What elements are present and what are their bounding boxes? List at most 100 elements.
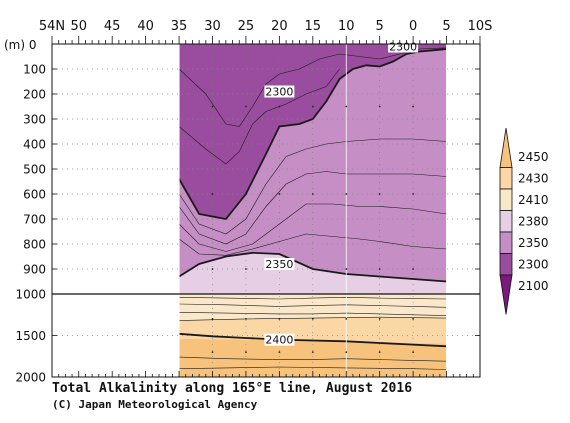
colorbar-label-2: 2410 bbox=[518, 193, 549, 207]
y-unit-label: (m) 0 bbox=[4, 38, 37, 52]
contour-label-3: 2400 bbox=[265, 334, 293, 347]
station-dot bbox=[311, 105, 314, 108]
x-tick-label-0: 54N bbox=[39, 19, 65, 34]
station-dot bbox=[211, 105, 214, 108]
y-tick-label-11: 1500 bbox=[15, 329, 46, 343]
x-tick-label-8: 15 bbox=[305, 19, 322, 34]
colorbar-swatch-1 bbox=[499, 167, 513, 190]
station-dot bbox=[311, 351, 314, 353]
station-dot bbox=[245, 268, 247, 270]
x-tick-label-12: 5 bbox=[442, 19, 450, 34]
y-tick-label-10: 1000 bbox=[15, 288, 46, 302]
station-dot bbox=[311, 318, 314, 320]
contour-thin-1 bbox=[178, 47, 447, 127]
colorbar: 2450 2430 2410 2380 2350 2300 2100 bbox=[499, 127, 549, 315]
contour-2400 bbox=[179, 332, 447, 348]
x-tick-label-7: 20 bbox=[271, 19, 288, 34]
y-tick-label-4: 400 bbox=[23, 138, 46, 152]
y-tick-label-7: 700 bbox=[23, 213, 46, 227]
station-dot bbox=[278, 318, 281, 320]
section-2380-interval bbox=[179, 252, 447, 294]
colorbar-bottom-arrow bbox=[499, 274, 513, 315]
station-dot bbox=[378, 193, 381, 195]
y-tick-label-2: 200 bbox=[23, 88, 46, 102]
station-dot bbox=[378, 268, 381, 270]
colorbar-label-4: 2350 bbox=[518, 236, 549, 250]
station-dot bbox=[278, 105, 281, 108]
station-dot bbox=[345, 193, 348, 195]
station-dot bbox=[311, 268, 314, 270]
section-2300-core bbox=[179, 44, 447, 219]
contour-thin-6 bbox=[178, 233, 447, 256]
chart-title: Total Alkalinity along 165°E line, Augus… bbox=[52, 381, 413, 396]
contour-2300 bbox=[178, 48, 447, 220]
station-dot bbox=[245, 193, 247, 195]
station-dot bbox=[345, 105, 348, 108]
x-tick-label-6: 25 bbox=[238, 19, 255, 34]
station-dot bbox=[345, 318, 348, 320]
chart-credit: (C) Japan Meteorological Agency bbox=[52, 398, 258, 411]
colorbar-label-0: 2450 bbox=[518, 150, 549, 164]
contour-thin-2 bbox=[178, 68, 340, 165]
colorbar-label-3: 2380 bbox=[518, 214, 549, 228]
contour-label-1: 2300 bbox=[265, 86, 293, 99]
colorbar-swatch-3 bbox=[499, 210, 513, 233]
x-tick-label-13: 10S bbox=[468, 19, 493, 34]
station-dot bbox=[412, 268, 415, 270]
station-dot bbox=[412, 318, 415, 320]
y-tick-label-12: 2000 bbox=[15, 371, 46, 385]
station-dot bbox=[211, 193, 214, 195]
colorbar-swatch-2 bbox=[499, 188, 513, 211]
station-dot bbox=[245, 351, 247, 353]
contour-thin-12 bbox=[179, 366, 447, 370]
colorbar-label-1: 2430 bbox=[518, 171, 549, 185]
contour-thin-9 bbox=[179, 312, 447, 316]
station-dot bbox=[345, 351, 348, 353]
station-dot bbox=[311, 193, 314, 195]
colorbar-swatch-5 bbox=[499, 253, 513, 276]
x-tick-label-5: 30 bbox=[204, 19, 221, 34]
x-tick-label-4: 35 bbox=[171, 19, 188, 34]
contour-lines bbox=[178, 44, 448, 377]
contour-label-bg bbox=[264, 333, 295, 346]
contour-thin-11 bbox=[179, 356, 447, 362]
contour-thin-3 bbox=[178, 138, 447, 235]
contour-2350 bbox=[178, 251, 447, 283]
station-dot bbox=[412, 105, 415, 108]
contour-thin-8 bbox=[179, 303, 447, 308]
station-dot bbox=[412, 193, 415, 195]
colorbar-swatch-4 bbox=[499, 231, 513, 254]
contour-thin-5 bbox=[178, 203, 447, 252]
axes: 54N 50 45 40 35 30 25 20 15 10 5 0 5 10S1002003004005… bbox=[4, 19, 492, 385]
y-tick-label-5: 500 bbox=[23, 163, 46, 177]
station-dot bbox=[378, 351, 381, 353]
x-tick-label-3: 40 bbox=[137, 19, 154, 34]
y-tick-label-8: 800 bbox=[23, 238, 46, 252]
station-dot bbox=[211, 351, 214, 353]
contour-thin-7 bbox=[179, 296, 447, 300]
station-dot bbox=[278, 193, 281, 195]
contour-label-2: 2350 bbox=[265, 258, 293, 271]
y-tick-label-3: 300 bbox=[23, 113, 46, 127]
colorbar-top-arrow bbox=[499, 127, 513, 168]
station-dot bbox=[412, 351, 415, 353]
station-dot bbox=[211, 268, 214, 270]
station-dot bbox=[278, 351, 281, 353]
x-tick-label-10: 5 bbox=[376, 19, 384, 34]
contour-label-bg bbox=[264, 258, 295, 270]
station-dot bbox=[211, 318, 214, 320]
x-tick-label-11: 0 bbox=[409, 19, 417, 34]
colorbar-label-6: 2100 bbox=[518, 279, 549, 293]
station-dot bbox=[245, 105, 247, 108]
colorbar-label-5: 2300 bbox=[518, 257, 549, 271]
x-tick-label-1: 50 bbox=[70, 19, 87, 34]
y-tick-label-1: 100 bbox=[23, 63, 46, 77]
contour-label-bg bbox=[264, 85, 295, 98]
station-dot bbox=[245, 318, 247, 320]
y-tick-label-9: 900 bbox=[23, 263, 46, 277]
station-dot bbox=[378, 318, 381, 320]
contour-thin-4 bbox=[178, 171, 447, 245]
station-dot bbox=[378, 105, 381, 108]
